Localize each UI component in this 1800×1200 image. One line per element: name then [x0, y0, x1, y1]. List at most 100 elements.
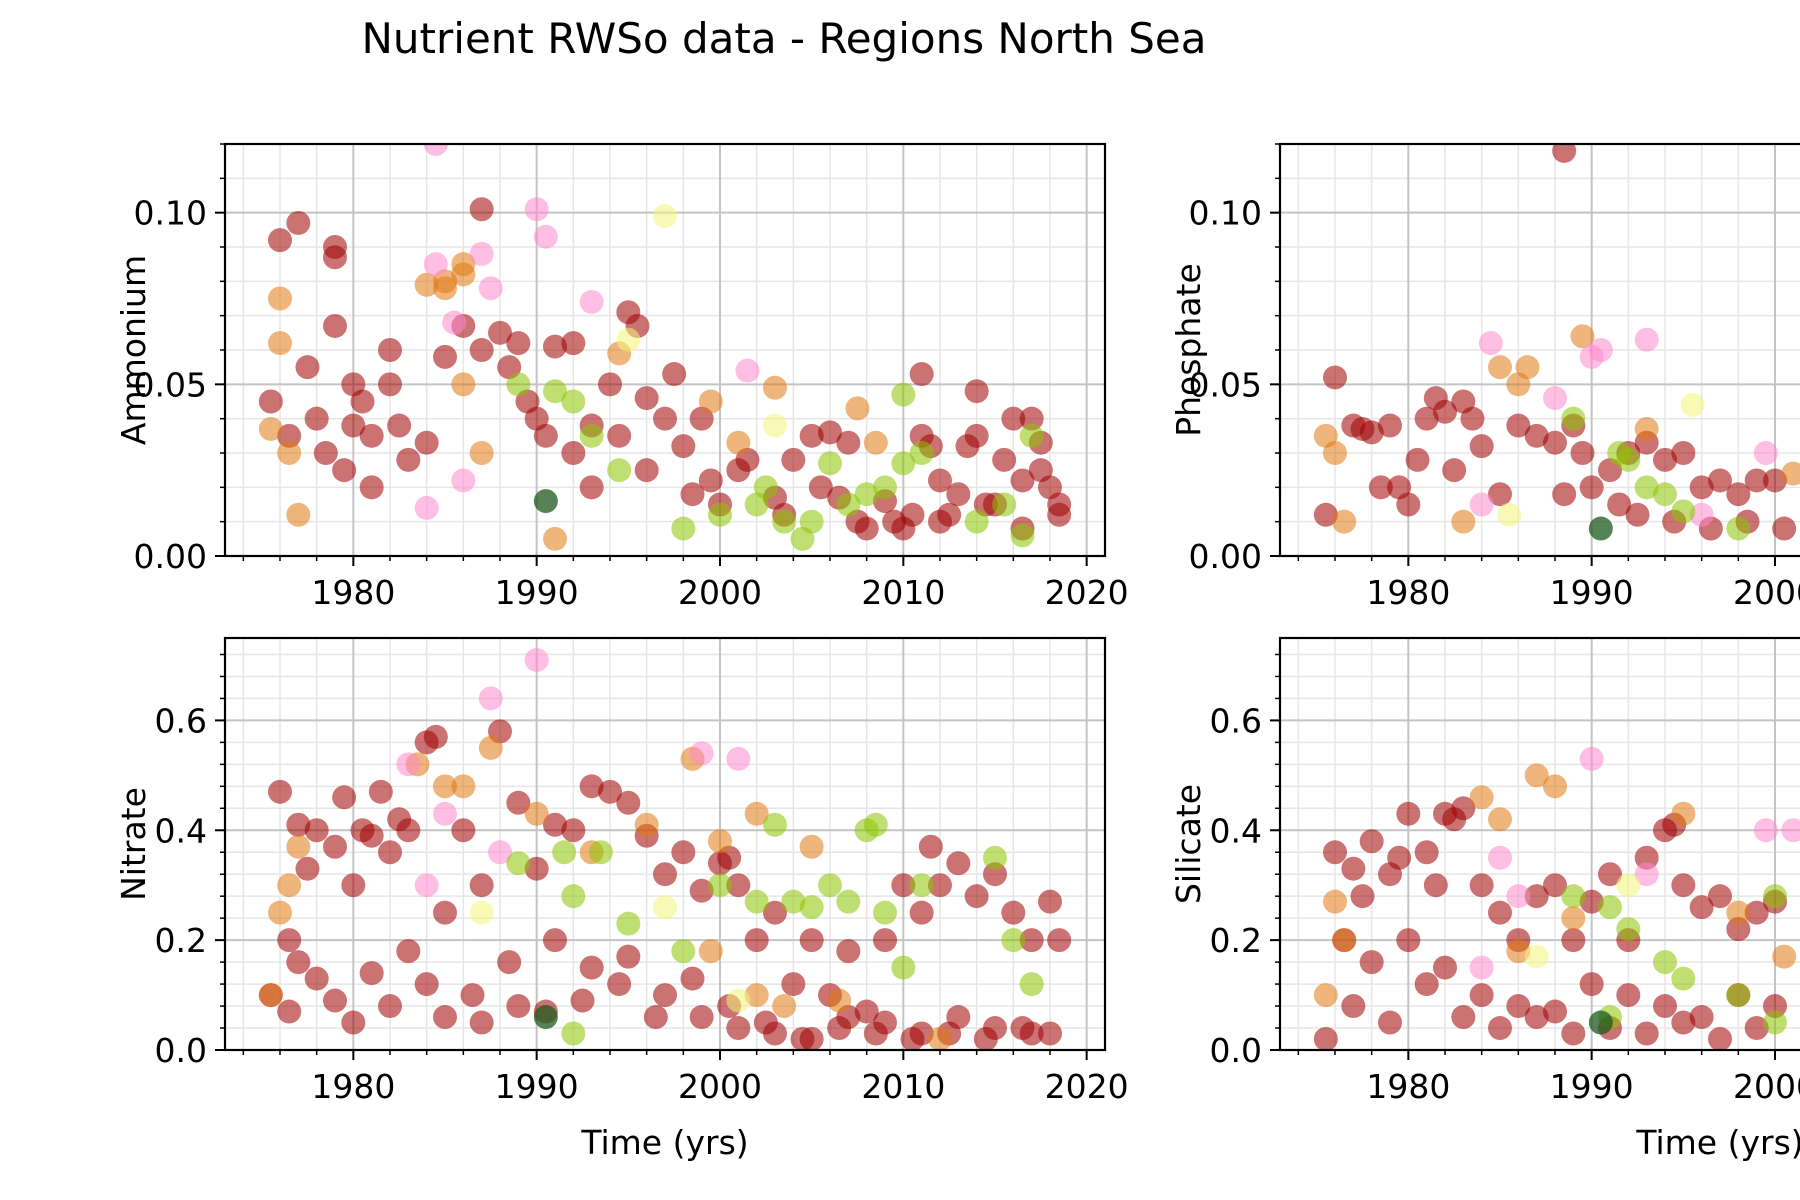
data-point — [1543, 774, 1567, 799]
data-point — [1634, 845, 1659, 870]
data-point — [1763, 468, 1787, 493]
data-point — [506, 331, 531, 356]
series-dark_red — [1313, 144, 1797, 541]
data-point — [928, 468, 952, 493]
data-point — [836, 889, 861, 914]
data-point — [543, 526, 567, 551]
data-point — [332, 785, 357, 810]
data-point — [1543, 386, 1567, 411]
data-point — [616, 911, 641, 936]
data-point — [524, 856, 549, 881]
y-tick-label: 0.10 — [1189, 194, 1262, 233]
data-point — [616, 327, 641, 352]
data-point — [579, 423, 604, 448]
data-point — [506, 851, 531, 876]
y-tick-label: 0.2 — [155, 921, 207, 960]
data-point — [1506, 994, 1531, 1019]
data-point — [1001, 928, 1026, 953]
data-point — [1488, 845, 1512, 870]
data-point — [304, 966, 329, 991]
data-point — [891, 955, 916, 980]
data-point — [698, 468, 723, 493]
y-tick-label: 0.6 — [155, 701, 207, 740]
series-pink — [1469, 327, 1778, 527]
series-orange — [1313, 324, 1800, 534]
data-point — [478, 686, 503, 711]
data-point — [928, 1027, 952, 1050]
data-point — [1726, 516, 1751, 541]
data-point — [433, 801, 457, 826]
data-point — [341, 873, 366, 898]
data-point — [543, 334, 567, 359]
data-point — [332, 458, 357, 483]
data-point — [1423, 873, 1448, 898]
data-point — [763, 900, 787, 925]
data-point — [258, 389, 283, 414]
data-point — [726, 873, 751, 898]
data-point — [873, 475, 897, 500]
data-point — [1598, 895, 1622, 920]
data-point — [451, 774, 476, 799]
data-point — [469, 1010, 494, 1035]
data-point — [616, 790, 641, 815]
data-point — [579, 774, 604, 799]
data-point — [1708, 884, 1732, 909]
data-point — [845, 396, 870, 421]
data-point — [1038, 889, 1062, 914]
data-point — [1689, 895, 1714, 920]
data-point — [1313, 983, 1338, 1008]
data-point — [946, 1005, 971, 1030]
data-point — [561, 389, 586, 414]
data-point — [1671, 801, 1696, 826]
data-point — [1653, 482, 1677, 507]
x-tick-label: 1980 — [1366, 1067, 1450, 1106]
x-tick-label: 2000 — [1733, 573, 1800, 612]
data-point — [1772, 944, 1797, 969]
y-axis-label-nitrate: Nitrate — [114, 787, 153, 901]
data-point — [286, 502, 311, 527]
x-tick-label: 1990 — [1550, 573, 1634, 612]
data-point — [1579, 972, 1604, 997]
data-point — [1689, 475, 1714, 500]
data-point — [1524, 944, 1549, 969]
y-tick-label: 0.00 — [1189, 537, 1262, 576]
data-point — [854, 482, 879, 507]
data-point — [726, 430, 751, 455]
data-point — [946, 482, 971, 507]
data-point — [818, 451, 842, 476]
data-point — [295, 355, 320, 380]
data-point — [1433, 955, 1457, 980]
data-point — [350, 389, 375, 414]
data-point — [1323, 840, 1347, 865]
data-point — [268, 228, 292, 253]
data-point — [680, 966, 705, 991]
data-point — [680, 482, 705, 507]
y-tick-label: 0.4 — [1210, 811, 1262, 850]
axes-frame — [223, 636, 1107, 1052]
data-point — [268, 779, 292, 804]
data-point — [708, 873, 732, 898]
data-point — [873, 1010, 897, 1035]
data-point — [1047, 502, 1072, 527]
data-point — [1579, 746, 1604, 771]
series-dark_red — [258, 197, 1072, 541]
data-point — [1634, 1021, 1659, 1046]
x-tick-label: 2010 — [861, 573, 945, 612]
data-point — [1726, 482, 1751, 507]
data-point — [286, 210, 311, 235]
x-tick-label: 1980 — [311, 573, 395, 612]
data-point — [708, 829, 732, 854]
data-point — [506, 790, 531, 815]
series-lime — [506, 372, 1044, 551]
data-point — [561, 818, 586, 843]
data-point — [433, 1005, 457, 1030]
data-point — [763, 375, 787, 400]
data-point — [799, 928, 824, 953]
data-point — [304, 406, 329, 431]
plot-area-ammonium — [225, 144, 1105, 556]
data-point — [1726, 900, 1751, 925]
data-point — [359, 475, 384, 500]
data-point — [1414, 406, 1439, 431]
data-point — [488, 840, 512, 865]
